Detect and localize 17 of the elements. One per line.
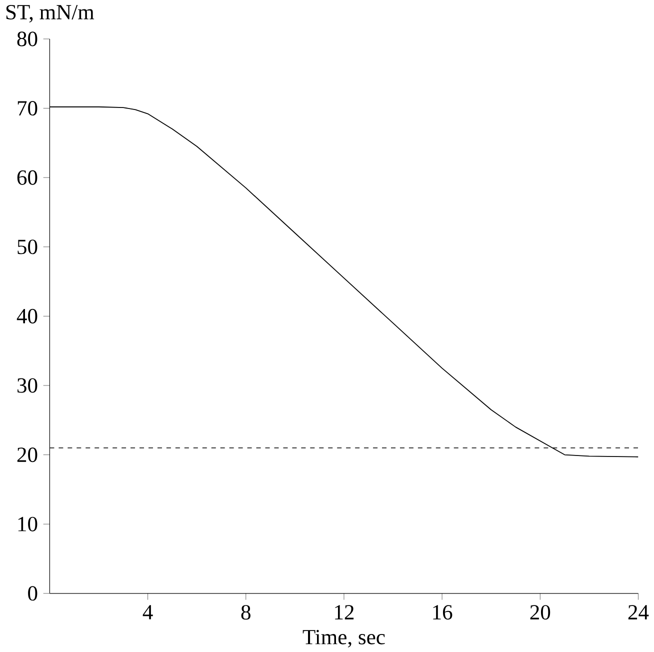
y-tick-label: 40 <box>16 308 38 324</box>
y-tick-label: 0 <box>28 586 38 600</box>
x-tick-label: 24 <box>628 604 649 620</box>
y-tick-label: 20 <box>17 447 38 462</box>
x-axis-title: Time, sec <box>302 630 385 648</box>
x-tick-label: 16 <box>433 604 452 620</box>
y-tick-label: 80 <box>17 31 38 46</box>
y-tick-label: 10 <box>18 516 38 532</box>
y-tick-label: 30 <box>18 378 38 393</box>
x-tick-label: 12 <box>335 604 354 620</box>
y-tick-label: 50 <box>18 239 38 254</box>
x-tick-label: 8 <box>241 604 250 620</box>
y-axis-title: ST, mN/m <box>6 4 94 22</box>
y-tick-label: 60 <box>17 170 38 185</box>
y-tick-label: 70 <box>18 100 38 116</box>
x-tick-label: 4 <box>142 604 153 620</box>
x-tick-label: 20 <box>530 604 550 620</box>
